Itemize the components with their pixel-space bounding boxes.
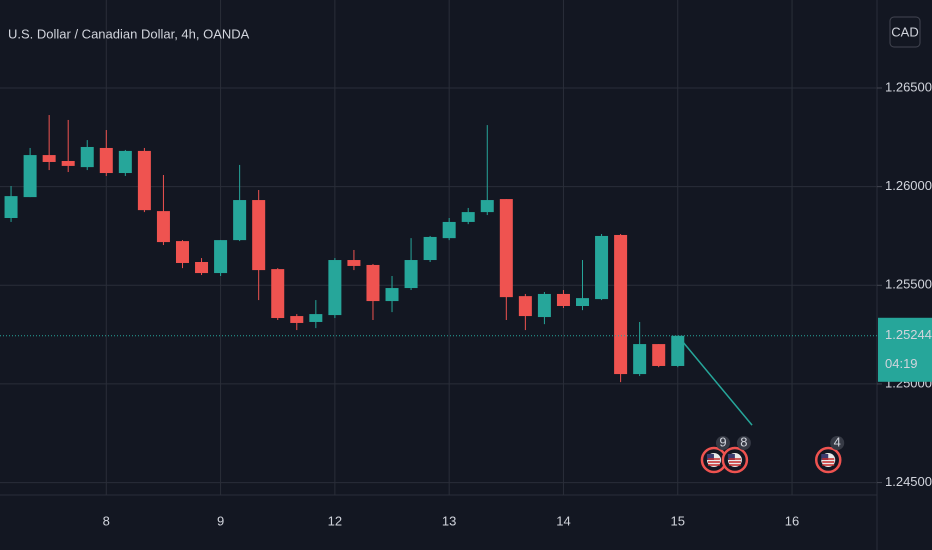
candle-body	[175, 241, 189, 263]
last-price-label: 1.25244	[885, 327, 932, 342]
event-flag-canton	[821, 454, 829, 460]
event-flag-canton	[727, 454, 735, 460]
x-tick-label: 9	[217, 513, 224, 528]
event-count-badge	[830, 436, 845, 450]
event-count: 4	[834, 434, 841, 449]
candle-body	[271, 269, 285, 319]
candle-body	[252, 200, 266, 271]
event-marker: 4	[814, 434, 845, 474]
x-tick-label: 15	[671, 513, 685, 528]
currency-button[interactable]	[889, 16, 921, 48]
y-tick-label: 1.25500	[885, 277, 932, 292]
event-count: 8	[740, 434, 747, 449]
candle-body	[633, 344, 647, 375]
event-count-badge	[715, 436, 730, 450]
projection-line	[677, 335, 753, 426]
candle-body	[156, 211, 170, 243]
candle-body	[442, 221, 456, 239]
x-tick-label: 14	[556, 513, 570, 528]
chart-title: U.S. Dollar / Canadian Dollar, 4h, OANDA	[8, 26, 250, 41]
candle-body	[461, 212, 475, 222]
event-marker: 9	[700, 434, 730, 474]
event-marker: 8	[721, 434, 751, 474]
candle-body	[233, 200, 247, 241]
last-price-tag	[878, 317, 932, 382]
countdown-label: 04:19	[885, 356, 918, 371]
candle-body	[366, 264, 380, 302]
candle-body	[137, 150, 151, 211]
candle-body	[556, 293, 570, 306]
candle-body	[42, 155, 56, 162]
candle-body	[61, 160, 75, 166]
candle-body	[23, 155, 37, 198]
candle-body	[99, 147, 113, 174]
candle-body	[290, 316, 304, 323]
x-tick-label: 16	[785, 513, 799, 528]
candle-body	[347, 260, 361, 266]
candle-body	[214, 240, 228, 274]
candle-body	[80, 146, 94, 168]
candle-body	[4, 196, 18, 219]
y-tick-label: 1.24500	[885, 474, 932, 489]
y-tick-label: 1.26500	[885, 79, 932, 94]
candle-body	[118, 150, 132, 174]
candle-body	[328, 260, 342, 316]
candle-body	[480, 200, 494, 213]
event-count-badge	[736, 436, 751, 450]
candle-body	[518, 296, 532, 317]
candle-body	[671, 335, 685, 366]
x-tick-label: 8	[103, 513, 110, 528]
event-count: 9	[719, 434, 726, 449]
candle-body	[595, 235, 609, 300]
candle-body	[652, 344, 666, 366]
currency-label[interactable]: CAD	[891, 24, 918, 39]
candle-body	[614, 234, 628, 375]
candle-body	[499, 199, 513, 298]
marks	[4, 115, 685, 383]
candle-body	[537, 293, 551, 318]
x-tick-label: 12	[328, 513, 342, 528]
candle-body	[423, 236, 437, 261]
event-flag-canton	[706, 454, 714, 460]
candle-body	[309, 314, 323, 322]
grid	[0, 0, 877, 495]
candle-body	[576, 298, 590, 306]
candle-body	[385, 288, 399, 302]
x-tick-label: 13	[442, 513, 456, 528]
y-tick-label: 1.26000	[885, 178, 932, 193]
candle-body	[195, 262, 209, 274]
candle-body	[404, 260, 418, 289]
